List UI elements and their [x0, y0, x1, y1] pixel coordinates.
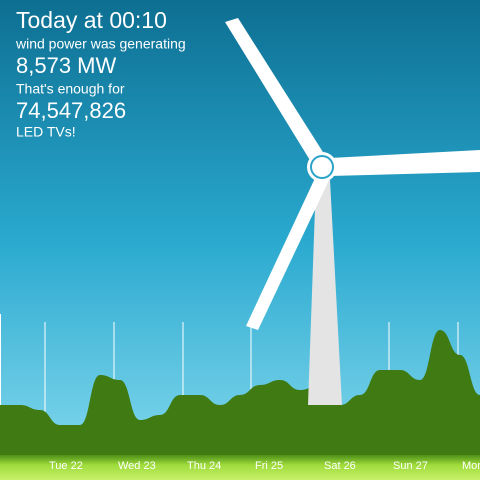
x-tick-label: Sat 26	[324, 460, 356, 472]
ground	[0, 455, 480, 480]
x-tick-label: Sun 27	[393, 460, 428, 472]
turbine	[225, 18, 480, 405]
caption: LED TVs!	[16, 124, 76, 140]
blade	[246, 176, 330, 330]
caption: wind power was generating	[15, 36, 186, 52]
x-tick-label: Wed 23	[118, 460, 156, 472]
tower	[308, 180, 342, 405]
x-tick-label: Mon 28	[462, 460, 480, 472]
x-tick-label: Fri 25	[255, 460, 283, 472]
caption: That's enough for	[16, 81, 125, 97]
time: Today at 00:10	[16, 7, 167, 33]
hub-cap	[312, 157, 332, 177]
wind-power-area	[0, 330, 480, 455]
blade	[330, 150, 480, 176]
power: 8,573 MW	[16, 53, 116, 78]
x-tick-label: Tue 22	[49, 460, 83, 472]
blade	[225, 18, 328, 170]
x-tick-label: Thu 24	[187, 460, 221, 472]
count: 74,547,826	[16, 98, 126, 123]
